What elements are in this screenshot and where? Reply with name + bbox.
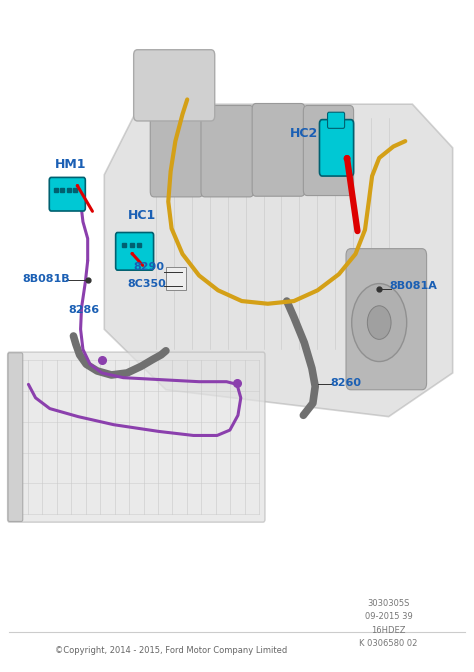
FancyBboxPatch shape: [252, 103, 305, 196]
Circle shape: [352, 284, 407, 362]
FancyBboxPatch shape: [201, 106, 254, 197]
Polygon shape: [104, 104, 453, 417]
Text: 8286: 8286: [69, 306, 100, 315]
Text: HM1: HM1: [55, 158, 86, 171]
Text: 8290: 8290: [134, 262, 164, 271]
Text: 3030305S: 3030305S: [367, 599, 410, 608]
FancyBboxPatch shape: [134, 50, 215, 121]
FancyBboxPatch shape: [150, 109, 203, 197]
Text: 8B081B: 8B081B: [23, 274, 70, 284]
Text: 09-2015 39: 09-2015 39: [365, 612, 412, 622]
FancyBboxPatch shape: [303, 106, 354, 196]
FancyBboxPatch shape: [8, 353, 23, 521]
Text: HC2: HC2: [290, 126, 319, 140]
Text: K 0306580 02: K 0306580 02: [359, 639, 418, 648]
Text: 8B081A: 8B081A: [390, 281, 438, 290]
FancyBboxPatch shape: [49, 177, 85, 211]
Text: HC1: HC1: [128, 208, 156, 222]
FancyBboxPatch shape: [116, 233, 154, 270]
Text: 8260: 8260: [331, 378, 362, 388]
FancyBboxPatch shape: [346, 249, 427, 390]
FancyBboxPatch shape: [328, 112, 345, 128]
FancyBboxPatch shape: [8, 352, 265, 522]
Text: 8C350: 8C350: [127, 279, 166, 288]
FancyBboxPatch shape: [319, 120, 354, 176]
Circle shape: [367, 306, 391, 339]
Text: 16HDEZ: 16HDEZ: [372, 626, 406, 635]
Text: ©Copyright, 2014 - 2015, Ford Motor Company Limited: ©Copyright, 2014 - 2015, Ford Motor Comp…: [55, 646, 287, 655]
FancyBboxPatch shape: [166, 267, 186, 290]
